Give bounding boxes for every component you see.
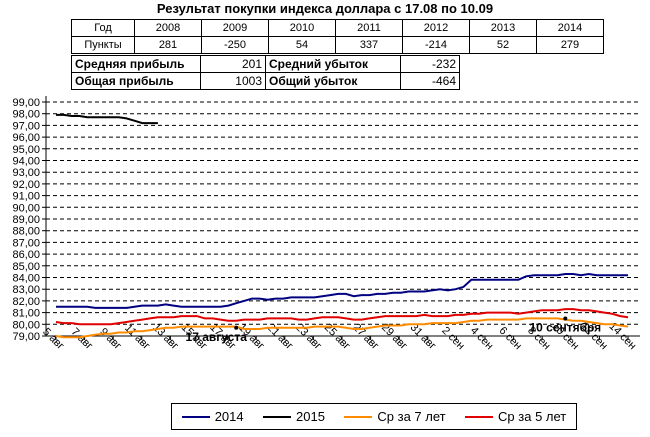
x-tick-label: 6 сен: [496, 325, 523, 352]
y-tick-label: 85,00: [12, 261, 40, 273]
avg-loss-value: -232: [400, 55, 460, 73]
points-row: Пункты 281 -250 54 337 -214 52 279: [71, 36, 604, 54]
y-tick-label: 95,00: [12, 144, 40, 156]
y-tick-label: 89,00: [12, 214, 40, 226]
series-line-avg5: [55, 308, 629, 326]
y-tick-label: 87,00: [12, 237, 40, 249]
x-tick-label: 5 авг: [40, 326, 66, 352]
x-tick-label: 31 авг: [408, 322, 439, 353]
y-tick-label: 84,00: [12, 273, 40, 285]
points-cell: -250: [201, 36, 269, 54]
points-cell: 281: [134, 36, 202, 54]
y-tick-label: 99,00: [12, 97, 40, 109]
x-tick-label: 2 сен: [439, 325, 466, 352]
legend-label: Ср за 7 лет: [377, 409, 446, 424]
x-tick-label: 11 авг: [122, 322, 152, 352]
year-row: Год 2008 2009 2010 2011 2012 2013 2014: [71, 19, 604, 37]
legend-label: Ср за 5 лет: [498, 409, 567, 424]
annotation-marker: [563, 316, 568, 321]
total-profit-value: 1003: [200, 72, 266, 90]
x-tick-label: 9 авг: [97, 326, 123, 352]
y-tick-label: 91,00: [12, 191, 40, 203]
y-tick-label: 83,00: [12, 284, 40, 296]
year-cell: 2012: [402, 19, 470, 37]
y-tick-label: 86,00: [12, 249, 40, 261]
chart-title: Результат покупки индекса доллара с 17.0…: [156, 1, 494, 16]
series-line-s2015: [56, 113, 158, 125]
x-tick-label: 21 авг: [265, 322, 296, 353]
total-loss-label: Общий убыток: [265, 72, 401, 90]
y-tick-label: 97,00: [12, 120, 40, 132]
y-tick-label: 92,00: [12, 179, 40, 191]
grid: [45, 96, 640, 337]
y-tick-label: 98,00: [12, 109, 40, 121]
legend-item: 2014: [181, 409, 244, 424]
legend-item: Ср за 7 лет: [344, 409, 446, 424]
y-tick-label: 88,00: [12, 226, 40, 238]
legend-item: Ср за 5 лет: [465, 409, 566, 424]
y-tick-label: 81,00: [12, 308, 40, 320]
y-tick-label: 90,00: [12, 202, 40, 214]
year-cell: 2008: [134, 19, 202, 37]
legend-swatch: [344, 415, 373, 418]
annotation-label: 10 сентября: [529, 320, 601, 334]
y-tick-label: 79,00: [12, 331, 40, 343]
points-cell: 54: [268, 36, 336, 54]
legend-item: 2015: [263, 409, 325, 424]
summary-table: Средняя прибыль 201 Средний убыток -232 …: [71, 55, 460, 90]
points-cell: -214: [402, 36, 470, 54]
y-tick-label: 94,00: [12, 156, 40, 168]
summary-row: Средняя прибыль 201 Средний убыток -232: [71, 55, 460, 73]
year-cell: 2014: [536, 19, 604, 37]
y-tick-label: 96,00: [12, 132, 40, 144]
total-loss-value: -464: [400, 72, 460, 90]
x-tick-label: 7 авг: [69, 326, 95, 352]
chart-legend: 2014 2015 Ср за 7 лет Ср за 5 лет: [171, 403, 577, 430]
y-axis-ticks: 79,0080,0081,0082,0083,0084,0085,0086,00…: [12, 97, 46, 343]
series-line-avg7: [55, 317, 629, 339]
legend-label: 2015: [296, 409, 325, 424]
x-tick-label: 4 сен: [468, 325, 495, 352]
summary-row: Общая прибыль 1003 Общий убыток -464: [71, 72, 460, 90]
y-tick-label: 93,00: [12, 167, 40, 179]
legend-label: 2014: [214, 409, 244, 424]
legend-swatch: [181, 415, 210, 418]
annotation-label: 17 августа: [186, 330, 248, 344]
annotation-marker: [234, 325, 239, 330]
points-cell: 337: [335, 36, 403, 54]
total-profit-label: Общая прибыль: [71, 72, 201, 90]
y-tick-label: 82,00: [12, 296, 40, 308]
series-lines: [55, 113, 629, 339]
legend-swatch: [263, 415, 292, 418]
points-row-label: Пункты: [71, 36, 135, 54]
y-tick-label: 80,00: [12, 319, 40, 331]
points-cell: 52: [469, 36, 537, 54]
legend-swatch: [465, 415, 494, 418]
yearly-results-table: Год 2008 2009 2010 2011 2012 2013 2014 П…: [71, 19, 604, 54]
series-line-s2014: [56, 272, 628, 309]
x-tick-label: 13 авг: [150, 322, 181, 353]
points-cell: 279: [536, 36, 604, 54]
annotations: 17 августа 10 сентября: [186, 316, 601, 344]
